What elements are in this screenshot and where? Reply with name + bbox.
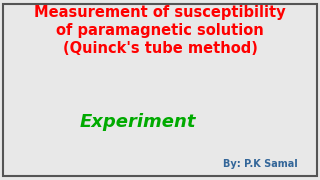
Text: Measurement of susceptibility
of paramagnetic solution
(Quinck's tube method): Measurement of susceptibility of paramag… [34,5,286,56]
Text: Experiment: Experiment [79,113,196,131]
Text: By: P.K Samal: By: P.K Samal [223,159,298,169]
